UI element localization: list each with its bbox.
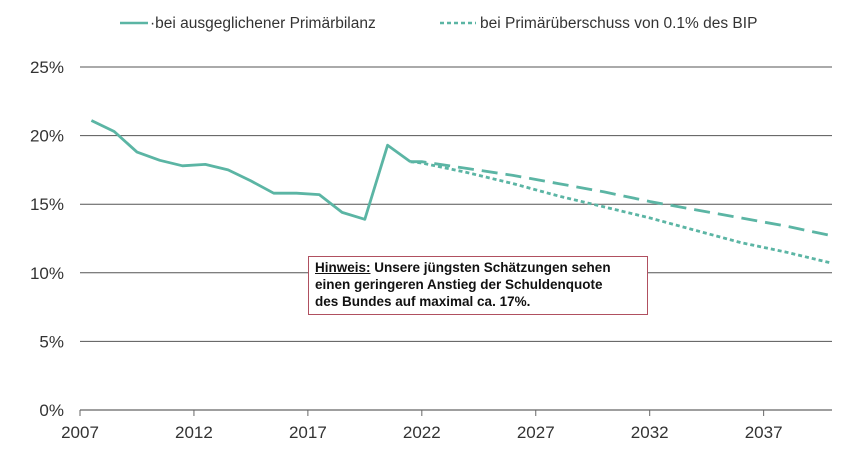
x-axis-ticks: 2007 2012 2017 2022 2027 2032 2037 bbox=[61, 410, 783, 442]
gridlines bbox=[80, 66, 832, 411]
legend-label-series-1: ·bei ausgeglichener Primärbilanz bbox=[150, 15, 376, 32]
annotation-box: Hinweis: Unsere jüngsten Schätzungen seh… bbox=[308, 256, 648, 315]
y-tick-label: 5% bbox=[39, 332, 64, 351]
series-lines bbox=[90, 119, 833, 265]
series-line-dotted bbox=[410, 160, 833, 265]
series-line-projection-dashed bbox=[410, 160, 833, 238]
x-tick-label: 2007 bbox=[61, 423, 99, 442]
y-tick-label: 10% bbox=[30, 264, 64, 283]
annotation-line-3: des Bundes auf maximal ca. 17%. bbox=[315, 294, 531, 309]
y-axis-ticks: 0% 5% 10% 15% 20% 25% bbox=[30, 58, 64, 420]
x-tick-label: 2022 bbox=[403, 423, 441, 442]
x-tick-label: 2032 bbox=[631, 423, 669, 442]
x-tick-label: 2027 bbox=[517, 423, 555, 442]
y-tick-label: 15% bbox=[30, 195, 64, 214]
y-tick-label: 20% bbox=[30, 127, 64, 146]
x-tick-label: 2037 bbox=[745, 423, 783, 442]
y-tick-label: 25% bbox=[30, 58, 64, 77]
x-tick-label: 2012 bbox=[175, 423, 213, 442]
annotation-text-1: Unsere jüngsten Schätzungen sehen bbox=[370, 260, 611, 275]
series-line-solid bbox=[90, 119, 412, 221]
annotation-label: Hinweis: bbox=[315, 260, 371, 275]
annotation-line-1: Hinweis: Unsere jüngsten Schätzungen seh… bbox=[315, 259, 641, 276]
legend-label-series-2: bei Primärüberschuss von 0.1% des BIP bbox=[480, 15, 757, 32]
annotation-line-2: einen geringeren Anstieg der Schuldenquo… bbox=[315, 277, 603, 292]
x-tick-label: 2017 bbox=[289, 423, 327, 442]
y-tick-label: 0% bbox=[39, 401, 64, 420]
legend: ·bei ausgeglichener Primärbilanz bei Pri… bbox=[120, 15, 757, 32]
